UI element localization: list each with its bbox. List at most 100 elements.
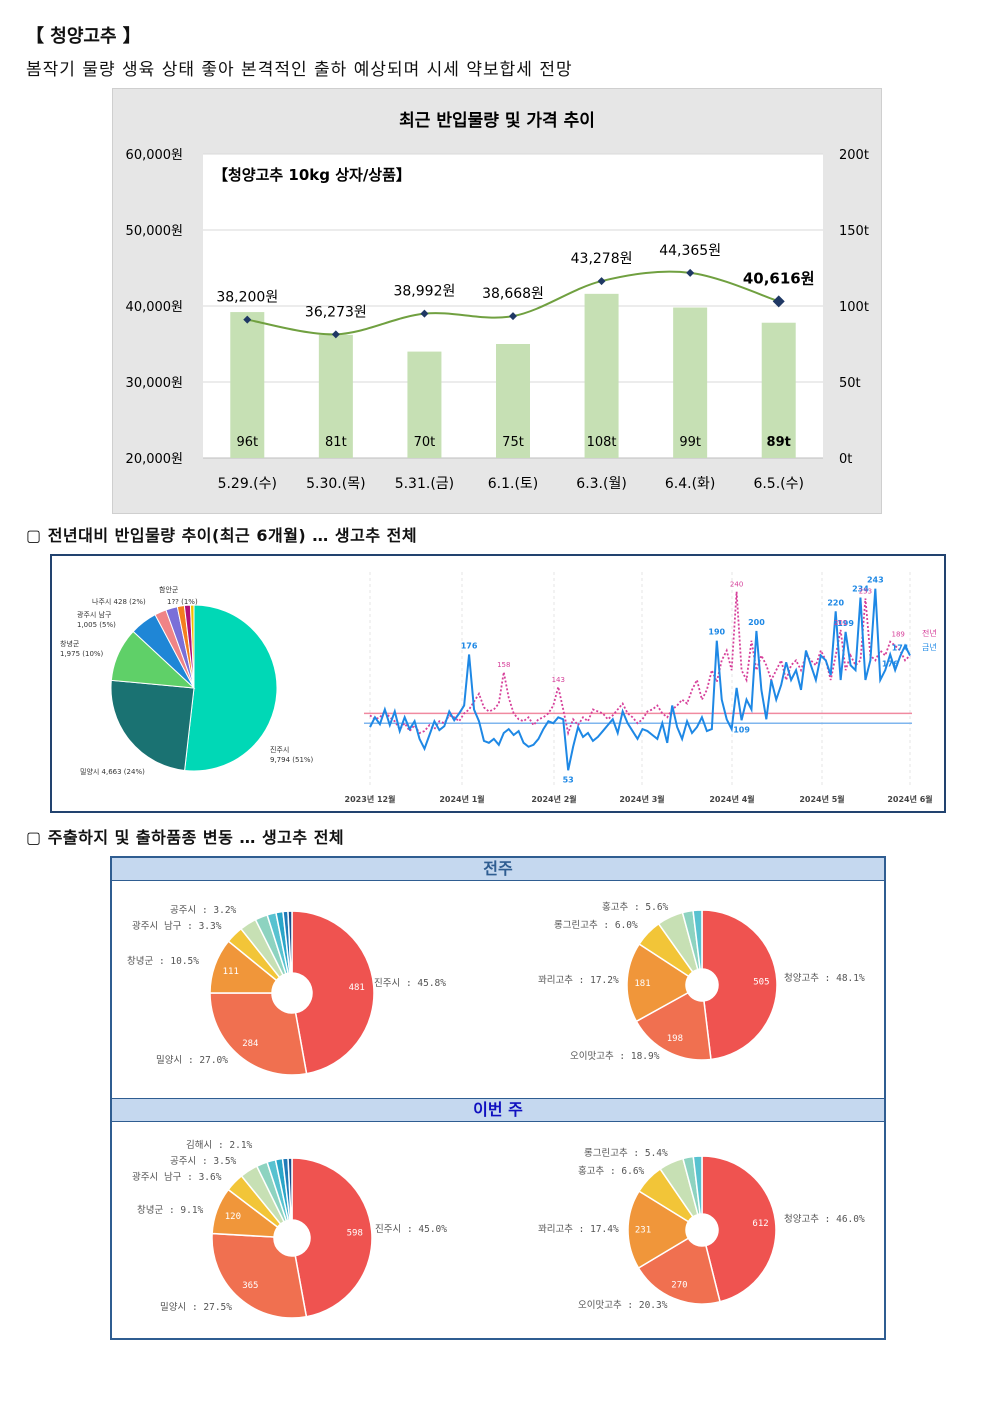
donut-charts-svg: 481 진주시 : 45.8% 284 밀양시 : 27.0% 111 창녕군 : 10.… — [127, 901, 865, 1319]
donut-slice-label: 홍고추 : 6.6% — [578, 1165, 645, 1177]
last-year-data-label: 201 — [834, 619, 847, 627]
donut-value-label: 365 — [242, 1281, 258, 1291]
volume-bar — [673, 307, 708, 458]
pie-slice-label: 9,794 (51%) — [270, 756, 314, 764]
legend-this-year: 금년 — [922, 642, 937, 652]
pie-slice — [110, 679, 195, 772]
price-marker — [331, 330, 340, 339]
donut-value-label: 284 — [242, 1039, 258, 1049]
yoy-panel-svg: 진주시 9,794 (51%) 밀양시 4,663 (24%) 창녕군 1,975 (1… — [60, 572, 937, 804]
volume-bar-label: 96t — [236, 435, 258, 450]
donut-slice — [211, 1232, 308, 1319]
x-axis-tick: 5.31.(금) — [395, 476, 454, 492]
donut-value-label: 198 — [667, 1034, 683, 1044]
this-year-data-label: 234 — [852, 585, 869, 594]
price-label: 38,200원 — [216, 290, 278, 306]
section-title: 【 청양고추 】 — [26, 26, 141, 47]
volume-bar-label: 108t — [587, 435, 617, 450]
price-marker — [420, 309, 429, 318]
left-axis-tick: 20,000원 — [126, 452, 183, 467]
section-3-title: ▢ 주출하지 및 출하품종 변동 … 생고추 전체 — [26, 828, 345, 847]
donut-slice-label: 창녕군 : 10.5% — [127, 956, 199, 967]
donut-slice-label: 창녕군 : 9.1% — [137, 1205, 204, 1216]
donut-value-label: 612 — [752, 1219, 768, 1229]
left-axis-tick: 30,000원 — [126, 376, 183, 391]
donut-slice-label: 진주시 : 45.8% — [374, 978, 446, 989]
donut-slice-label: 김해시 : 2.1% — [186, 1139, 253, 1151]
donut-value-label: 111 — [223, 967, 239, 977]
price-label: 40,616원 — [743, 269, 815, 287]
donut-slice — [701, 909, 778, 1061]
price-marker — [243, 315, 252, 324]
this-year-data-label: 176 — [882, 659, 899, 668]
donut-value-label: 231 — [635, 1226, 651, 1236]
donut-slice-label: 롱그린고추 : 5.4% — [584, 1148, 668, 1159]
legend-last-year: 전년 — [922, 628, 937, 638]
pie-slice-label: 광주시 남구 — [77, 610, 112, 619]
volume-bar — [230, 312, 265, 458]
donut-slice — [291, 910, 375, 1075]
this-year-data-label: 199 — [837, 619, 854, 628]
donut-slice-label: 오이맛고추 : 18.9% — [570, 1051, 660, 1062]
last-year-data-label: 143 — [552, 676, 565, 684]
right-axis-tick: 0t — [839, 452, 852, 467]
right-axis-tick: 50t — [839, 376, 861, 391]
x-axis-tick: 5.29.(수) — [218, 476, 277, 492]
series-this-year — [369, 588, 911, 771]
donut-slice — [692, 1155, 703, 1215]
pie-slice-label: 진주시 — [270, 745, 289, 754]
price-label: 44,365원 — [659, 243, 721, 259]
donut-slice-label: 밀양시 : 27.5% — [160, 1301, 232, 1313]
donut-slice-label: 홍고추 : 5.6% — [602, 901, 669, 913]
donut-slice-label: 광주시 남구 : 3.6% — [132, 1171, 222, 1183]
section-2-title: ▢ 전년대비 반입물량 추이(최근 6개월) … 생고추 전체 — [26, 526, 418, 545]
donut-slice-label: 꽈리고추 : 17.4% — [538, 1224, 619, 1235]
origin-variety-panel: 전주 이번 주 481 진주시 : 45.8% 284 밀양시 : 27.0% 111 창… — [110, 856, 886, 1340]
x-axis-tick: 6.4.(화) — [665, 476, 716, 492]
donut-slice — [635, 991, 712, 1061]
band-prev-week: 전주 — [112, 858, 884, 881]
yoy-panel: 진주시 9,794 (51%) 밀양시 4,663 (24%) 창녕군 1,975 (1… — [50, 554, 946, 813]
volume-bar — [761, 322, 796, 458]
donut-value-label: 120 — [225, 1212, 241, 1222]
donut-slice-label: 청양고추 : 48.1% — [784, 973, 865, 984]
left-axis-tick: 60,000원 — [126, 148, 183, 163]
x-axis-tick: 2024년 3월 — [619, 794, 664, 804]
donut-slice — [291, 1157, 373, 1318]
pie-slice-label: 1,975 (10%) — [60, 650, 104, 658]
x-axis-tick: 6.5.(수) — [753, 476, 804, 492]
donut-value-label: 181 — [634, 979, 650, 989]
price-marker — [686, 268, 695, 277]
price-label: 38,668원 — [482, 286, 544, 302]
pie-slice — [189, 604, 195, 689]
donut-slice-label: 롱그린고추 : 6.0% — [554, 920, 638, 931]
donut-slice-label: 광주시 남구 : 3.3% — [132, 920, 222, 932]
price-marker — [509, 312, 517, 321]
donut-slice — [626, 943, 690, 1023]
volume-price-chart: 최근 반입물량 및 가격 추이 60,000원 50,000원 40,000원 30,0… — [112, 88, 882, 514]
donut-slice-label: 오이맛고추 : 20.3% — [578, 1300, 668, 1311]
donut-slice — [209, 992, 308, 1076]
donut-slice-label: 청양고추 : 46.0% — [784, 1214, 865, 1225]
price-marker — [597, 277, 606, 286]
volume-price-chart-svg: 최근 반입물량 및 가격 추이 60,000원 50,000원 40,000원 30,0… — [126, 111, 869, 492]
price-marker — [772, 295, 785, 308]
right-axis-tick: 150t — [839, 224, 869, 239]
x-axis-tick: 2024년 1월 — [439, 794, 484, 804]
x-axis-tick: 2024년 2월 — [531, 794, 576, 804]
donut-slice — [627, 1190, 690, 1270]
donut-slice-label: 공주시 : 3.5% — [170, 1156, 237, 1167]
volume-bar-label: 75t — [502, 435, 524, 450]
this-year-data-label: 190 — [708, 628, 725, 637]
volume-bar — [496, 344, 530, 458]
left-axis-tick: 50,000원 — [126, 224, 183, 239]
pie-slice-label: 나주시 428 (2%) — [92, 597, 146, 606]
price-label: 43,278원 — [571, 251, 633, 267]
x-axis-tick: 2024년 5월 — [799, 794, 844, 804]
donut-slice — [287, 1157, 293, 1221]
pie-slice — [184, 604, 278, 772]
headline: 봄작기 물량 생육 상태 좋아 본격적인 출하 예상되며 시세 약보합세 전망 — [26, 60, 573, 80]
donut-slice — [637, 1237, 721, 1305]
donut-value-label: 598 — [347, 1228, 363, 1238]
pie-slice-label: 창녕군 — [60, 640, 80, 648]
